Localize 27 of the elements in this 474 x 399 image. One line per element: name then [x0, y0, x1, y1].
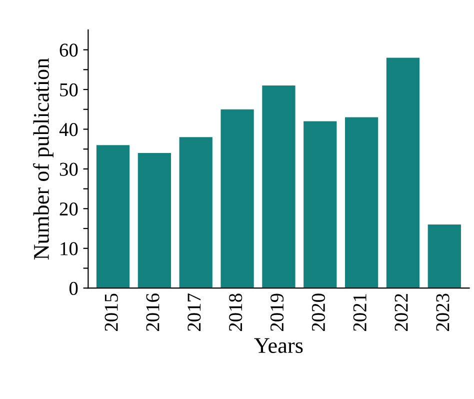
- bar: [428, 224, 461, 288]
- x-tick-label: 2017: [188, 294, 201, 331]
- y-tick-label: 50: [60, 83, 78, 96]
- x-tick-label: 2020: [312, 294, 326, 331]
- y-tick-label: 40: [59, 123, 78, 136]
- x-tick-label: 2019: [270, 294, 284, 331]
- y-tick-label: 0: [69, 282, 78, 296]
- bar: [262, 86, 296, 288]
- y-axis-title: Number of publication: [33, 58, 54, 260]
- bar: [138, 153, 172, 288]
- x-tick-label: 2016: [146, 294, 160, 331]
- x-tick-label: 2021: [353, 294, 366, 331]
- y-tick-label: 30: [60, 162, 78, 176]
- x-tick-label: 2018: [229, 294, 242, 331]
- bar: [386, 58, 420, 288]
- bar: [220, 109, 254, 288]
- x-tick-label: 2015: [104, 294, 118, 331]
- bar: [179, 137, 212, 288]
- y-tick-label: 20: [60, 202, 78, 216]
- bar: [344, 117, 378, 288]
- bar: [304, 121, 337, 288]
- bar: [96, 145, 130, 288]
- y-tick-label: 10: [60, 242, 78, 256]
- y-tick-label: 60: [60, 44, 78, 57]
- x-tick-label: 2023: [436, 294, 450, 331]
- x-tick-label: 2022: [394, 294, 408, 331]
- x-axis-title: Years: [254, 338, 303, 354]
